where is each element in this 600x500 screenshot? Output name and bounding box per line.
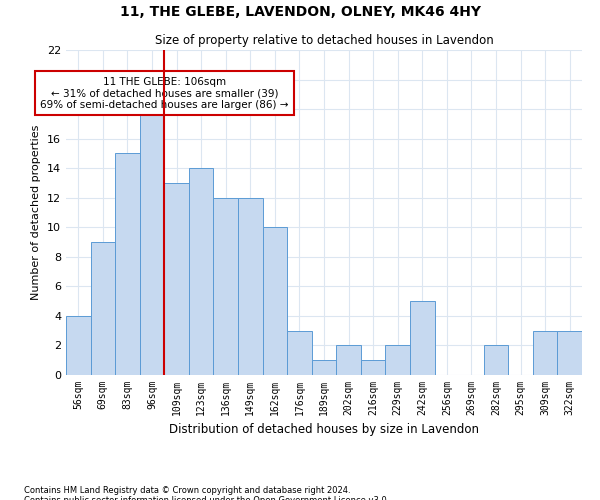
Bar (410, 301, 434, 375)
Text: 11, THE GLEBE, LAVENDON, OLNEY, MK46 4HY: 11, THE GLEBE, LAVENDON, OLNEY, MK46 4HY (119, 5, 481, 19)
Bar (312, 360, 336, 375)
Bar (336, 346, 361, 375)
Bar (238, 198, 263, 375)
Bar (189, 168, 214, 375)
Bar (140, 109, 164, 375)
Bar (115, 154, 140, 375)
Text: Contains public sector information licensed under the Open Government Licence v3: Contains public sector information licen… (24, 496, 389, 500)
Bar (91, 242, 115, 375)
Bar (484, 346, 508, 375)
Bar (361, 360, 385, 375)
Bar (287, 330, 312, 375)
Y-axis label: Number of detached properties: Number of detached properties (31, 125, 41, 300)
Text: Contains HM Land Registry data © Crown copyright and database right 2024.: Contains HM Land Registry data © Crown c… (24, 486, 350, 495)
Title: Size of property relative to detached houses in Lavendon: Size of property relative to detached ho… (155, 34, 493, 48)
Bar (263, 228, 287, 375)
X-axis label: Distribution of detached houses by size in Lavendon: Distribution of detached houses by size … (169, 424, 479, 436)
Bar (385, 346, 410, 375)
Bar (533, 330, 557, 375)
Bar (557, 330, 582, 375)
Bar (164, 183, 189, 375)
Bar (214, 198, 238, 375)
Bar (66, 316, 91, 375)
Text: 11 THE GLEBE: 106sqm
← 31% of detached houses are smaller (39)
69% of semi-detac: 11 THE GLEBE: 106sqm ← 31% of detached h… (40, 76, 289, 110)
